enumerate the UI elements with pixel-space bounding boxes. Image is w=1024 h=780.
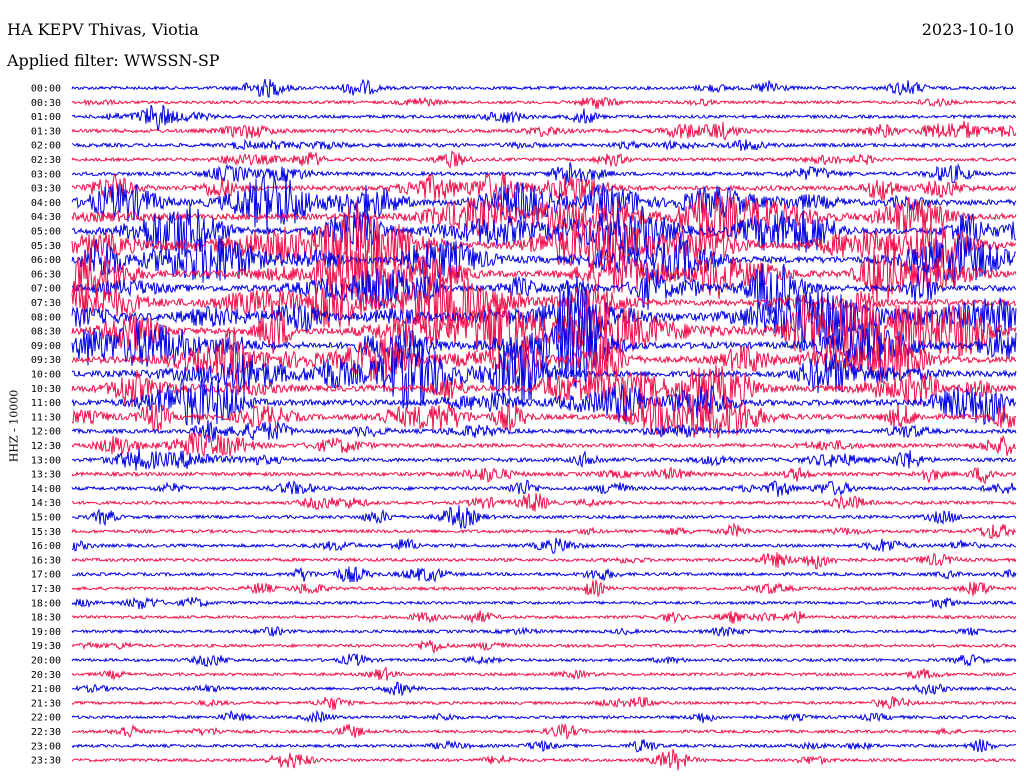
trace-1700 [72,566,1017,583]
row-label-0200: 02:00 [31,141,61,152]
row-label-0830: 08:30 [31,327,61,338]
trace-0200 [71,138,1017,151]
row-label-1600: 16:00 [31,541,61,552]
row-label-1800: 18:00 [31,598,61,609]
row-label-1700: 17:00 [31,570,61,581]
row-label-0930: 09:30 [31,355,61,366]
trace-0900 [71,305,1017,389]
row-label-0000: 00:00 [31,84,61,95]
row-label-0330: 03:30 [31,184,61,195]
trace-1100 [71,377,1017,426]
trace-0530 [71,200,1017,290]
trace-0130 [71,120,1017,142]
trace-0400 [71,175,1017,232]
row-label-1000: 10:00 [31,370,61,381]
trace-1830 [71,610,1017,625]
trace-0230 [71,149,1017,169]
row-label-1630: 16:30 [31,555,61,566]
trace-1230 [71,432,1017,458]
row-label-0300: 03:00 [31,169,61,180]
row-label-1200: 12:00 [31,427,61,438]
row-label-1400: 14:00 [31,484,61,495]
row-label-1930: 19:30 [31,641,61,652]
trace-1500 [71,505,1017,529]
row-label-0030: 00:30 [31,98,61,109]
date-label: 2023-10-10 [921,20,1014,39]
row-label-2330: 23:30 [31,756,61,767]
row-label-1330: 13:30 [31,470,61,481]
trace-1900 [71,626,1017,638]
row-label-2130: 21:30 [31,698,61,709]
trace-1200 [71,420,1017,443]
trace-2000 [71,653,1017,668]
trace-0430 [71,192,1017,239]
trace-2230 [71,722,1017,741]
row-label-1030: 10:30 [31,384,61,395]
row-labels: 00:00 00:30 01:00 01:30 02:00 02:30 03:00 03:30… [31,84,61,767]
row-label-0100: 01:00 [31,112,61,123]
trace-0700 [71,263,1017,318]
row-label-0800: 08:00 [31,312,61,323]
trace-1300 [71,448,1017,471]
trace-2200 [71,709,1017,724]
row-label-2300: 23:00 [31,741,61,752]
row-label-1230: 12:30 [31,441,61,452]
station-title: HA KEPV Thivas, Viotia [7,20,199,39]
trace-1600 [71,537,1017,554]
trace-0800 [71,281,1017,351]
row-label-0900: 09:00 [31,341,61,352]
row-label-0430: 04:30 [31,212,61,223]
trace-1630 [71,552,1017,570]
row-label-1300: 13:00 [31,455,61,466]
trace-2030 [71,666,1017,681]
trace-2100 [71,681,1017,697]
row-label-1830: 18:30 [31,613,61,624]
trace-0030 [71,96,1017,109]
trace-1530 [71,522,1017,540]
trace-0500 [71,203,1017,260]
trace-1730 [71,579,1017,598]
row-label-1900: 19:00 [31,627,61,638]
trace-1130 [71,393,1017,440]
filter-label: Applied filter: WWSSN-SP [7,51,220,70]
row-label-2000: 20:00 [31,656,61,667]
row-label-1500: 15:00 [31,513,61,524]
row-label-2230: 22:30 [31,727,61,738]
trace-2300 [71,738,1017,753]
row-label-2030: 20:30 [31,670,61,681]
trace-lines [71,78,1017,771]
trace-1400 [71,479,1017,497]
trace-1330 [71,466,1017,485]
row-label-0530: 05:30 [31,241,61,252]
row-label-1130: 11:30 [31,412,61,423]
trace-0100 [71,104,1017,132]
trace-1030 [71,364,1017,411]
row-label-0730: 07:30 [31,298,61,309]
row-label-1730: 17:30 [31,584,61,595]
row-label-0700: 07:00 [31,284,61,295]
trace-0730 [71,268,1017,338]
trace-1000 [71,337,1017,409]
row-label-1430: 14:30 [31,498,61,509]
trace-0000 [71,78,1017,98]
trace-2130 [71,695,1017,710]
trace-0600 [71,234,1016,286]
trace-2330 [71,748,1017,771]
row-label-2100: 21:00 [31,684,61,695]
row-label-1530: 15:30 [31,527,61,538]
trace-1430 [71,493,1017,512]
trace-0300 [71,162,1017,185]
trace-1800 [71,596,1017,610]
row-label-1100: 11:00 [31,398,61,409]
trace-1930 [71,639,1017,654]
row-label-0630: 06:30 [31,269,61,280]
row-label-0230: 02:30 [31,155,61,166]
row-label-0130: 01:30 [31,126,61,137]
row-label-0600: 06:00 [31,255,61,266]
trace-0630 [71,242,1017,306]
row-label-0500: 05:00 [31,227,61,238]
row-label-0400: 04:00 [31,198,61,209]
row-label-2200: 22:00 [31,713,61,724]
